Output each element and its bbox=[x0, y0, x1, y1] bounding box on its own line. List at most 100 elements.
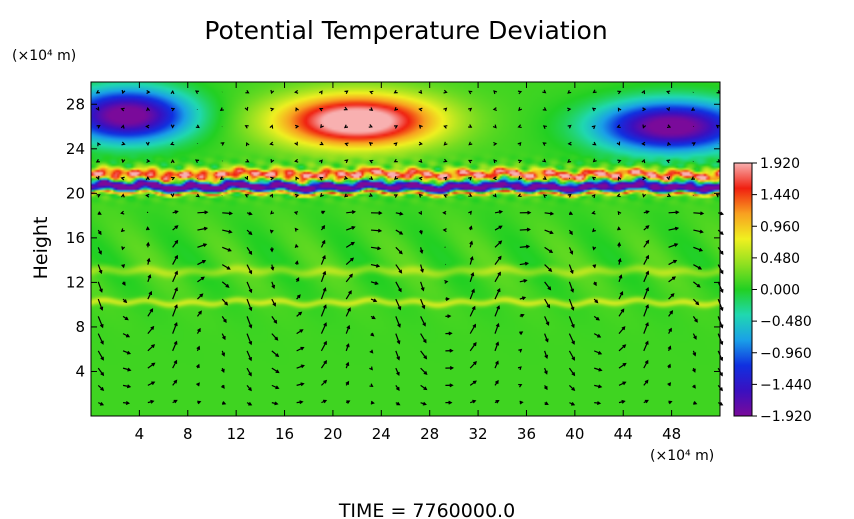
vector-arrow-head bbox=[322, 399, 328, 404]
vector-arrow-head bbox=[269, 141, 274, 146]
vector-arrow-shaft bbox=[544, 298, 550, 308]
vector-arrow-shaft bbox=[395, 316, 401, 327]
vector-arrow-head bbox=[496, 287, 501, 293]
vector-arrow-head bbox=[700, 211, 705, 216]
vector-arrow-head bbox=[127, 367, 132, 372]
vector-arrow-head bbox=[274, 336, 279, 341]
vector-arrow-head bbox=[248, 270, 253, 275]
vector-arrow-shaft bbox=[320, 255, 326, 265]
vector-arrow-shaft bbox=[668, 211, 679, 214]
x-tick-label: 32 bbox=[469, 425, 488, 443]
vector-arrow-head bbox=[617, 90, 622, 95]
vector-arrow-head bbox=[248, 289, 253, 294]
x-tick-label: 12 bbox=[227, 425, 246, 443]
vector-arrow-head bbox=[371, 315, 376, 320]
vector-arrow-head bbox=[248, 211, 253, 216]
vector-arrow-shaft bbox=[519, 245, 529, 248]
vector-arrow-head bbox=[394, 176, 399, 180]
vector-arrow-head bbox=[666, 159, 671, 164]
vector-arrow-head bbox=[521, 296, 527, 301]
y-tick-label: 28 bbox=[66, 95, 85, 113]
vector-arrow-shaft bbox=[172, 341, 178, 352]
vector-arrow-head bbox=[594, 299, 599, 304]
vector-arrow-head bbox=[468, 90, 473, 95]
vector-arrow-head bbox=[592, 264, 597, 269]
vector-arrow-head bbox=[399, 211, 404, 216]
vector-arrow-head bbox=[226, 266, 231, 270]
vector-arrow-head bbox=[674, 243, 679, 247]
colorbar-tick-label: 1.920 bbox=[760, 156, 800, 172]
vector-arrow-shaft bbox=[469, 306, 476, 317]
vector-arrow-head bbox=[616, 124, 621, 129]
vector-arrow-shaft bbox=[221, 298, 228, 306]
vector-arrow-head bbox=[592, 228, 596, 233]
vector-arrow-shaft bbox=[693, 246, 703, 252]
vector-arrow-head bbox=[151, 362, 156, 367]
vector-arrow-head bbox=[448, 400, 453, 405]
vector-arrow-shaft bbox=[246, 298, 252, 311]
vector-arrow-shaft bbox=[568, 333, 575, 345]
vector-arrow-head bbox=[517, 193, 522, 197]
vector-arrow-head bbox=[321, 225, 326, 230]
vector-arrow-head bbox=[377, 228, 383, 233]
vector-arrow-shaft bbox=[147, 326, 154, 334]
vector-arrow-head bbox=[323, 322, 327, 327]
vector-arrow-head bbox=[622, 344, 627, 349]
vector-arrow-head bbox=[591, 194, 596, 199]
vector-arrow-head bbox=[173, 321, 178, 327]
vector-arrow-shaft bbox=[172, 240, 178, 248]
vector-arrow-head bbox=[248, 357, 252, 362]
vector-arrow-head bbox=[443, 176, 448, 181]
vector-arrow-head bbox=[270, 210, 275, 215]
vector-arrow-shaft bbox=[643, 255, 649, 265]
vector-arrow-head bbox=[319, 176, 324, 181]
vector-arrow-head bbox=[470, 271, 475, 277]
vector-arrow-shaft bbox=[643, 322, 649, 334]
vector-arrow-head bbox=[472, 399, 477, 404]
vector-arrow-shaft bbox=[395, 264, 402, 274]
vector-arrow-head bbox=[222, 401, 227, 405]
vector-arrow-head bbox=[319, 141, 324, 146]
vector-arrow-head bbox=[692, 384, 696, 389]
vector-arrow-shaft bbox=[494, 306, 500, 317]
vector-arrow-head bbox=[495, 322, 500, 328]
vector-arrow-head bbox=[619, 291, 624, 296]
vector-arrow-head bbox=[396, 371, 400, 377]
vector-arrow-head bbox=[300, 382, 305, 387]
vector-arrow-head bbox=[396, 340, 401, 345]
vector-arrow-shaft bbox=[420, 281, 424, 291]
vector-arrow-head bbox=[228, 229, 233, 234]
vector-arrow-head bbox=[423, 355, 428, 360]
vector-arrow-head bbox=[442, 228, 447, 233]
vector-arrow-shaft bbox=[395, 298, 401, 310]
vector-arrow-head bbox=[645, 286, 650, 292]
vector-arrow-head bbox=[443, 141, 448, 146]
vector-arrow-head bbox=[146, 90, 151, 94]
vector-arrow-head bbox=[519, 331, 524, 336]
vector-arrow-head bbox=[174, 210, 179, 214]
vector-arrow-head bbox=[146, 257, 151, 263]
vector-arrow-head bbox=[151, 344, 156, 348]
vector-arrow-head bbox=[544, 386, 548, 391]
vector-arrow-shaft bbox=[246, 264, 252, 274]
vector-arrow-head bbox=[675, 210, 680, 215]
vector-arrow-shaft bbox=[494, 256, 502, 265]
vector-arrow-head bbox=[519, 400, 524, 405]
vector-arrow-shaft bbox=[320, 271, 326, 283]
vector-arrow-head bbox=[126, 384, 132, 389]
vector-arrow-head bbox=[269, 124, 274, 129]
vector-arrow-head bbox=[170, 89, 175, 95]
vector-arrow-head bbox=[369, 383, 374, 388]
vector-arrow-head bbox=[443, 158, 448, 163]
x-tick-label: 16 bbox=[275, 425, 294, 443]
vector-arrow-head bbox=[419, 249, 424, 255]
vector-arrow-head bbox=[468, 193, 473, 197]
vector-arrow-shaft bbox=[469, 289, 475, 300]
vector-arrow-head bbox=[471, 288, 475, 293]
vector-arrow-shaft bbox=[693, 264, 702, 270]
vector-arrow-head bbox=[645, 254, 650, 259]
vector-arrow-head bbox=[370, 332, 375, 337]
vector-arrow-head bbox=[399, 231, 404, 235]
vector-arrow-head bbox=[299, 400, 304, 405]
